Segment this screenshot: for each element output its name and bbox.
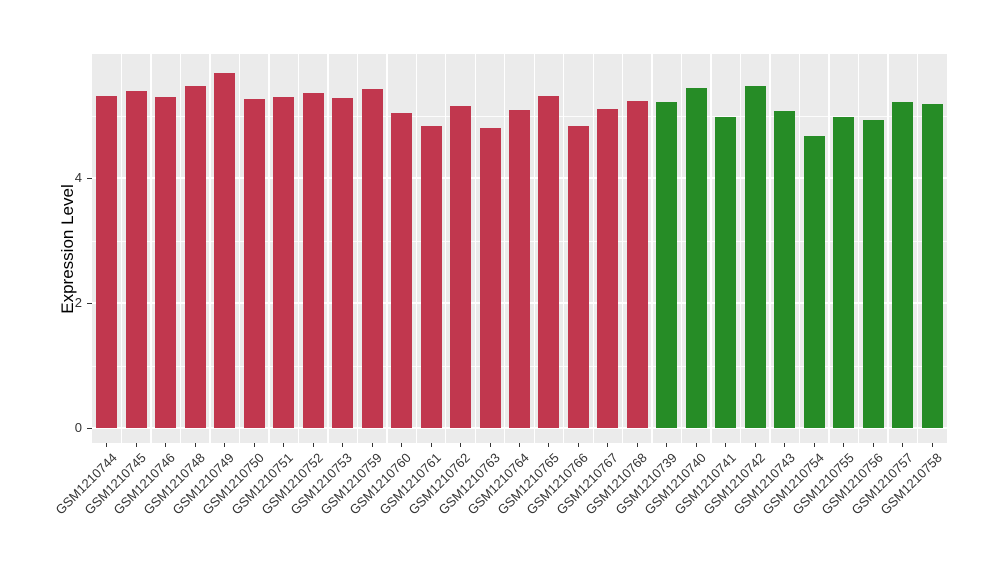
plot-panel bbox=[92, 54, 947, 443]
bar-GSM1210753 bbox=[332, 98, 354, 428]
vertical-gridline bbox=[120, 54, 123, 443]
x-tick-mark bbox=[401, 443, 403, 447]
x-tick-mark bbox=[725, 443, 727, 447]
vertical-gridline bbox=[857, 54, 860, 443]
x-tick-mark bbox=[843, 443, 845, 447]
x-tick-mark bbox=[165, 443, 167, 447]
x-tick-mark bbox=[872, 443, 874, 447]
x-tick-mark bbox=[460, 443, 462, 447]
x-tick-mark bbox=[342, 443, 344, 447]
x-tick-mark bbox=[519, 443, 520, 447]
vertical-gridline bbox=[916, 54, 919, 443]
bar-GSM1210758 bbox=[921, 103, 943, 428]
bar-GSM1210766 bbox=[567, 126, 589, 428]
vertical-gridline bbox=[150, 54, 152, 443]
y-tick-mark bbox=[87, 303, 92, 304]
x-tick-mark bbox=[312, 443, 314, 447]
bar-GSM1210748 bbox=[184, 86, 206, 428]
vertical-gridline bbox=[710, 54, 712, 443]
x-tick-mark bbox=[548, 443, 550, 447]
y-tick-label: 4 bbox=[74, 170, 82, 185]
x-tick-mark bbox=[371, 443, 373, 447]
bar-GSM1210756 bbox=[862, 119, 884, 428]
bar-GSM1210751 bbox=[273, 97, 295, 428]
y-tick-label: 0 bbox=[74, 420, 82, 435]
vertical-gridline bbox=[415, 54, 417, 443]
vertical-gridline bbox=[563, 54, 565, 443]
x-tick-mark bbox=[194, 443, 196, 447]
vertical-gridline bbox=[297, 54, 300, 443]
bar-GSM1210762 bbox=[450, 105, 472, 428]
bar-GSM1210739 bbox=[656, 101, 678, 428]
bar-GSM1210765 bbox=[538, 96, 560, 428]
vertical-gridline bbox=[769, 54, 771, 443]
bar-GSM1210742 bbox=[744, 86, 766, 428]
bar-GSM1210746 bbox=[155, 97, 177, 428]
bar-GSM1210768 bbox=[626, 100, 648, 428]
vertical-gridline bbox=[680, 54, 683, 443]
vertical-gridline bbox=[356, 54, 359, 443]
x-tick-mark bbox=[106, 443, 108, 447]
bar-GSM1210764 bbox=[509, 109, 530, 428]
x-tick-mark bbox=[902, 443, 904, 447]
bar-GSM1210763 bbox=[479, 128, 501, 428]
bar-GSM1210740 bbox=[685, 88, 707, 428]
x-tick-mark bbox=[666, 443, 668, 447]
vertical-gridline bbox=[268, 54, 270, 443]
vertical-gridline bbox=[209, 54, 211, 443]
vertical-gridline bbox=[621, 54, 624, 443]
x-tick-mark bbox=[224, 443, 226, 447]
x-tick-mark bbox=[607, 443, 609, 447]
x-tick-mark bbox=[135, 443, 137, 447]
y-tick-mark bbox=[87, 428, 92, 429]
vertical-gridline bbox=[651, 54, 653, 443]
vertical-gridline bbox=[533, 54, 535, 443]
bar-GSM1210767 bbox=[597, 109, 619, 428]
y-tick-label: 2 bbox=[74, 295, 82, 310]
bar-GSM1210741 bbox=[715, 116, 737, 428]
vertical-gridline bbox=[828, 54, 830, 443]
vertical-gridline bbox=[592, 54, 594, 443]
vertical-gridline bbox=[739, 54, 742, 443]
bar-GSM1210745 bbox=[125, 91, 147, 428]
x-tick-mark bbox=[813, 443, 815, 447]
x-tick-mark bbox=[577, 443, 579, 447]
bar-GSM1210755 bbox=[833, 116, 855, 428]
bar-GSM1210752 bbox=[302, 93, 324, 428]
vertical-gridline bbox=[504, 54, 506, 443]
x-tick-mark bbox=[283, 443, 285, 447]
bar-GSM1210750 bbox=[243, 98, 265, 428]
bar-GSM1210759 bbox=[361, 88, 383, 428]
vertical-gridline bbox=[474, 54, 476, 443]
x-tick-mark bbox=[636, 443, 638, 447]
vertical-gridline bbox=[887, 54, 889, 443]
vertical-gridline bbox=[238, 54, 241, 443]
bar-GSM1210754 bbox=[803, 135, 825, 428]
x-tick-mark bbox=[695, 443, 697, 447]
y-axis-title: Expression Level bbox=[58, 183, 77, 314]
y-tick-mark bbox=[87, 178, 92, 179]
bar-GSM1210761 bbox=[420, 126, 442, 428]
vertical-gridline bbox=[798, 54, 801, 443]
bar-GSM1210744 bbox=[96, 95, 118, 428]
bar-GSM1210757 bbox=[892, 102, 914, 428]
x-tick-mark bbox=[784, 443, 786, 447]
x-tick-mark bbox=[931, 443, 933, 447]
bar-GSM1210749 bbox=[214, 73, 236, 428]
bar-GSM1210743 bbox=[774, 110, 796, 428]
bar-GSM1210760 bbox=[391, 113, 413, 428]
vertical-gridline bbox=[386, 54, 388, 443]
x-tick-mark bbox=[430, 443, 432, 447]
x-tick-mark bbox=[754, 443, 756, 447]
vertical-gridline bbox=[445, 54, 447, 443]
vertical-gridline bbox=[327, 54, 329, 443]
x-tick-mark bbox=[253, 443, 255, 447]
x-tick-mark bbox=[489, 443, 491, 447]
vertical-gridline bbox=[179, 54, 182, 443]
